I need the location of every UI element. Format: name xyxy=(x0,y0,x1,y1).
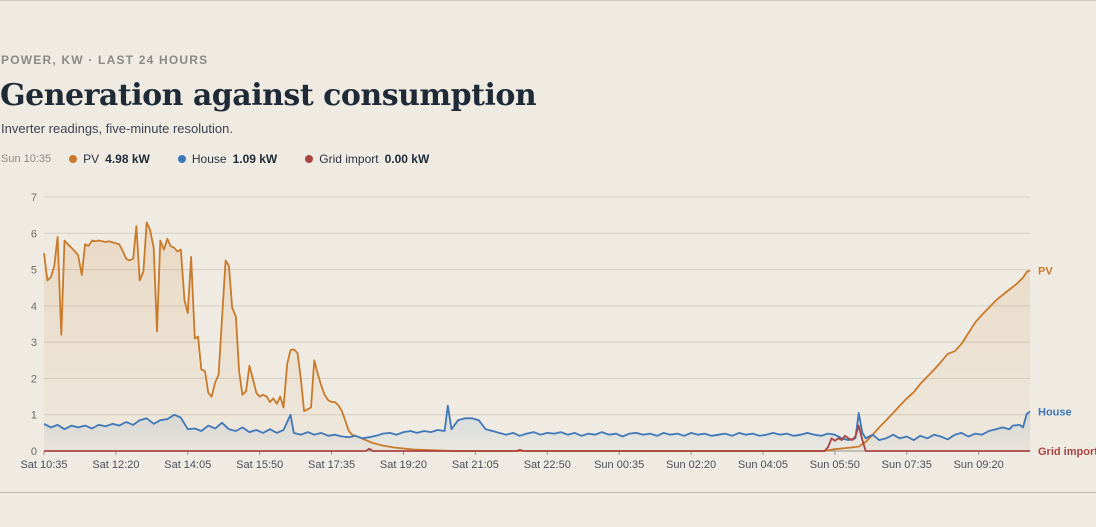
series-end-label: PV xyxy=(1038,265,1053,277)
chart-title: Generation against consumption xyxy=(0,78,537,113)
chart-eyebrow: POWER, KW · LAST 24 HOURS xyxy=(1,53,209,67)
readout-item-pv: PV 4.98 kW xyxy=(69,152,150,166)
readout-value: 1.09 kW xyxy=(232,152,278,166)
x-tick-label: Sun 04:05 xyxy=(738,459,788,471)
y-tick-label: 2 xyxy=(31,373,37,385)
x-tick-label: Sat 12:20 xyxy=(92,459,139,471)
readout-label: House xyxy=(191,152,227,166)
x-tick-label: Sun 05:50 xyxy=(810,459,860,471)
series-end-label: House xyxy=(1038,406,1072,418)
grid-import-dot-icon xyxy=(305,155,314,163)
x-tick-label: Sat 17:35 xyxy=(308,459,355,471)
x-tick-label: Sat 19:20 xyxy=(380,459,427,471)
x-tick-label: Sat 10:35 xyxy=(20,459,67,471)
chart-subtitle: Inverter readings, five-minute resolutio… xyxy=(1,121,233,136)
x-tick-label: Sun 07:35 xyxy=(882,459,932,471)
house-dot-icon xyxy=(177,155,186,163)
series-line-grid-import[interactable] xyxy=(44,424,1030,452)
x-tick-label: Sun 02:20 xyxy=(666,459,716,471)
y-tick-label: 4 xyxy=(31,301,37,313)
x-tick-label: Sat 15:50 xyxy=(236,459,283,471)
x-tick-label: Sat 22:50 xyxy=(524,459,571,471)
readout-label: PV xyxy=(83,152,100,166)
y-tick-label: 1 xyxy=(31,410,37,422)
readout-timestamp: Sun 10:35 xyxy=(1,153,52,165)
top-rule xyxy=(0,0,1096,1)
x-tick-label: Sun 09:20 xyxy=(954,459,1004,471)
x-tick-label: Sat 14:05 xyxy=(164,459,211,471)
x-tick-label: Sat 21:05 xyxy=(452,459,499,471)
readout-value: 4.98 kW xyxy=(105,152,150,166)
y-tick-label: 0 xyxy=(31,446,37,458)
series-end-label: Grid import xyxy=(1038,446,1096,458)
y-tick-label: 5 xyxy=(31,265,37,277)
readout-item-house: House 1.09 kW xyxy=(177,152,278,166)
pv-dot-icon xyxy=(69,155,78,163)
y-tick-label: 6 xyxy=(31,228,37,240)
series-line-house[interactable] xyxy=(43,404,1031,441)
y-tick-label: 3 xyxy=(31,337,37,349)
readout-value: 0.00 kW xyxy=(384,152,430,166)
power-line-chart[interactable]: 0 1 2 3 4 5 6 7 Sat 10:35 Sat 12:20 Sat 14:05 Sat 1… xyxy=(0,185,1096,485)
series-line-pv[interactable] xyxy=(43,221,1031,452)
readout-item-grid-import: Grid import 0.00 kW xyxy=(305,152,429,166)
y-tick-label: 7 xyxy=(31,192,37,204)
bottom-rule xyxy=(0,492,1096,493)
readout-label: Grid import xyxy=(319,152,379,166)
series-area-pv xyxy=(44,222,1030,451)
x-tick-label: Sun 00:35 xyxy=(594,459,644,471)
hover-readout: Sun 10:35 PV 4.98 kW House 1.09 kW Grid … xyxy=(1,152,457,166)
